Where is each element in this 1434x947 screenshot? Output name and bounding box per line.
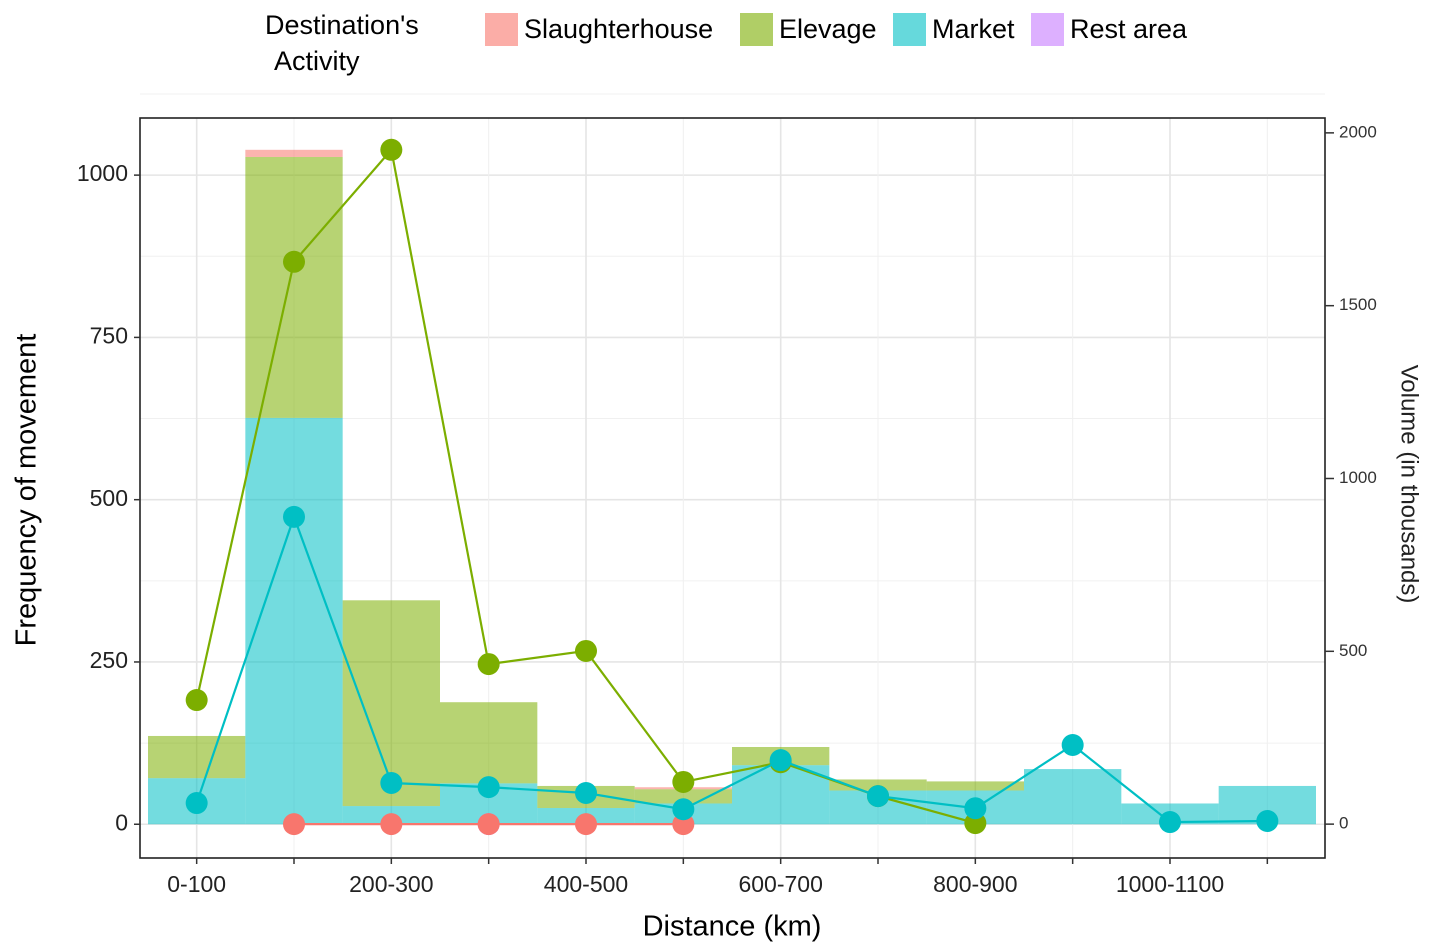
bar bbox=[245, 417, 343, 825]
y2-tick-label: 1500 bbox=[1339, 295, 1377, 314]
y-tick-label: 250 bbox=[90, 647, 128, 673]
legend-label: Rest area bbox=[1070, 14, 1188, 44]
volume-point bbox=[1061, 733, 1084, 756]
legend-label: Slaughterhouse bbox=[524, 14, 713, 44]
bar bbox=[1024, 769, 1122, 825]
legend-swatch bbox=[485, 13, 518, 46]
x-tick-label: 0-100 bbox=[167, 871, 226, 897]
x-tick-label: 200-300 bbox=[349, 871, 433, 897]
volume-point bbox=[575, 782, 597, 805]
bar bbox=[634, 789, 732, 804]
y2-tick-label: 1000 bbox=[1339, 468, 1377, 487]
volume-point bbox=[1256, 810, 1279, 833]
x-tick-label: 800-900 bbox=[933, 871, 1017, 897]
panel-border bbox=[139, 117, 1326, 859]
x-axis-title: Distance (km) bbox=[643, 911, 822, 943]
volume-point bbox=[477, 776, 500, 799]
volume-point bbox=[283, 813, 305, 836]
volume-point bbox=[575, 813, 597, 836]
volume-point bbox=[185, 792, 208, 815]
y-tick-label: 1000 bbox=[77, 160, 128, 186]
volume-point bbox=[283, 505, 305, 528]
x-tick-label: 1000-1100 bbox=[1116, 871, 1224, 897]
volume-point bbox=[380, 138, 403, 161]
bar bbox=[342, 600, 440, 807]
bar bbox=[926, 781, 1024, 791]
volume-point bbox=[380, 771, 403, 794]
y-tick-label: 750 bbox=[90, 322, 128, 348]
y-tick-label: 0 bbox=[115, 809, 128, 835]
volume-line bbox=[195, 513, 1268, 824]
bar bbox=[829, 779, 927, 791]
y2-tick-label: 2000 bbox=[1339, 122, 1377, 141]
volume-point bbox=[672, 770, 695, 793]
y-axis-title: Frequency of movement bbox=[11, 334, 43, 647]
volume-point bbox=[672, 798, 695, 821]
legend-label: Elevage bbox=[779, 14, 877, 44]
bar bbox=[440, 702, 538, 784]
bar bbox=[245, 149, 343, 157]
volume-point bbox=[185, 689, 208, 712]
volume-point bbox=[769, 749, 792, 772]
legend-title: Destination's bbox=[265, 10, 419, 40]
volume-point bbox=[575, 639, 597, 662]
legend-label: Market bbox=[932, 14, 1015, 44]
x-tick-label: 400-500 bbox=[544, 871, 628, 897]
bar bbox=[148, 735, 246, 779]
volume-point bbox=[477, 653, 500, 676]
legend-swatch bbox=[893, 13, 926, 46]
volume-point bbox=[867, 785, 889, 808]
y2-tick-label: 0 bbox=[1339, 814, 1348, 833]
legend-title: Activity bbox=[274, 46, 360, 76]
volume-point bbox=[380, 813, 403, 836]
legend-swatch bbox=[1031, 13, 1064, 46]
y2-axis-title: Volume (in thousands) bbox=[1396, 365, 1423, 604]
y2-tick-label: 500 bbox=[1339, 641, 1367, 660]
bar bbox=[732, 765, 830, 825]
volume-point bbox=[1159, 811, 1181, 834]
x-tick-label: 600-700 bbox=[738, 871, 822, 897]
volume-point bbox=[283, 250, 305, 273]
bar bbox=[245, 156, 343, 418]
y-tick-label: 500 bbox=[90, 485, 128, 511]
volume-point bbox=[477, 813, 500, 836]
legend-swatch bbox=[740, 13, 773, 46]
volume-point bbox=[964, 797, 987, 820]
